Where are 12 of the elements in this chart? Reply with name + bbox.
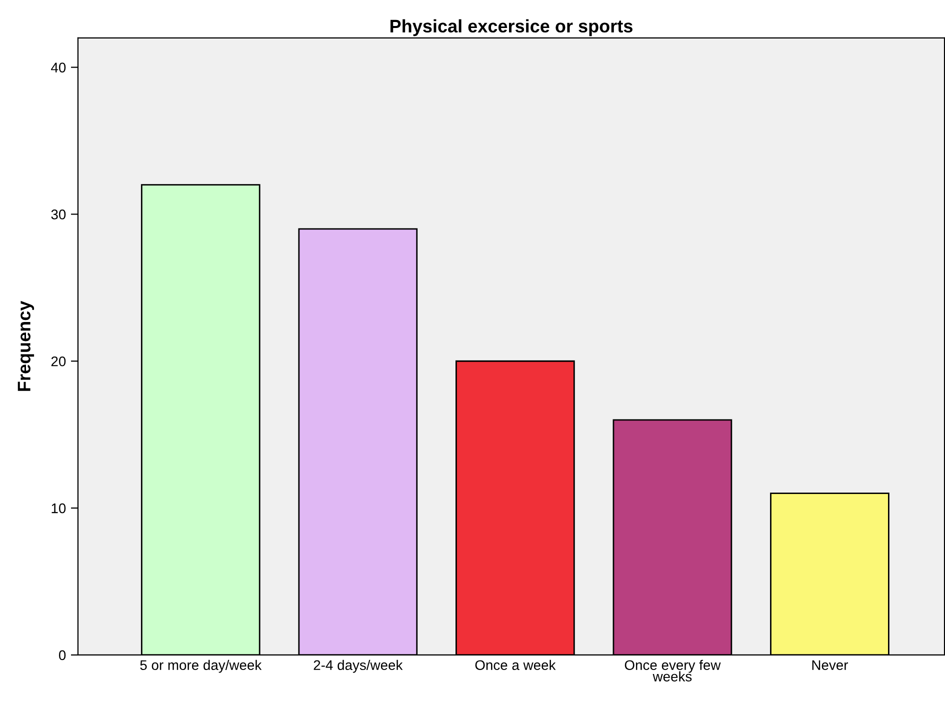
y-tick-label: 10 bbox=[52, 503, 66, 514]
y-axis-title: Frequency bbox=[18, 300, 34, 391]
y-tick-label: 40 bbox=[51, 62, 66, 72]
x-tick-label: Once every few weeks bbox=[624, 660, 721, 682]
chart-title: Physical excersice or sports bbox=[390, 19, 632, 36]
y-tick-label: 0 bbox=[58, 650, 66, 660]
x-tick-label: 5 or more day/week bbox=[140, 660, 262, 673]
y-tick-label: 20 bbox=[51, 356, 66, 366]
y-tick-label: 30 bbox=[51, 210, 66, 220]
x-tick-label: Once a week bbox=[475, 660, 556, 670]
x-tick-label: Never bbox=[812, 660, 848, 670]
x-tick-label: 2-4 days/week bbox=[314, 660, 403, 673]
